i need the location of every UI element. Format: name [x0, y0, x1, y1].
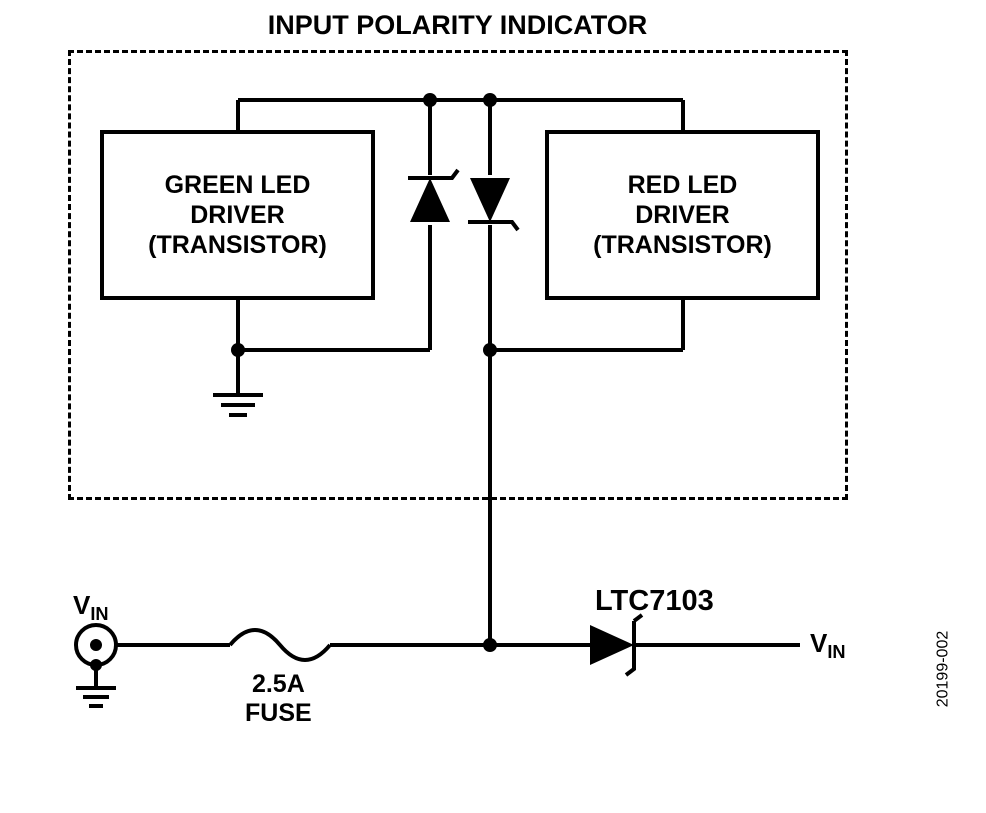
part-number-label: LTC7103 — [595, 585, 714, 618]
circuit-wiring — [0, 0, 986, 813]
document-id: 20199-002 — [934, 631, 952, 708]
vin-connector-label: VIN — [73, 590, 109, 625]
vin-output-label: VIN — [810, 628, 846, 663]
fuse-label: 2.5A FUSE — [245, 670, 312, 728]
